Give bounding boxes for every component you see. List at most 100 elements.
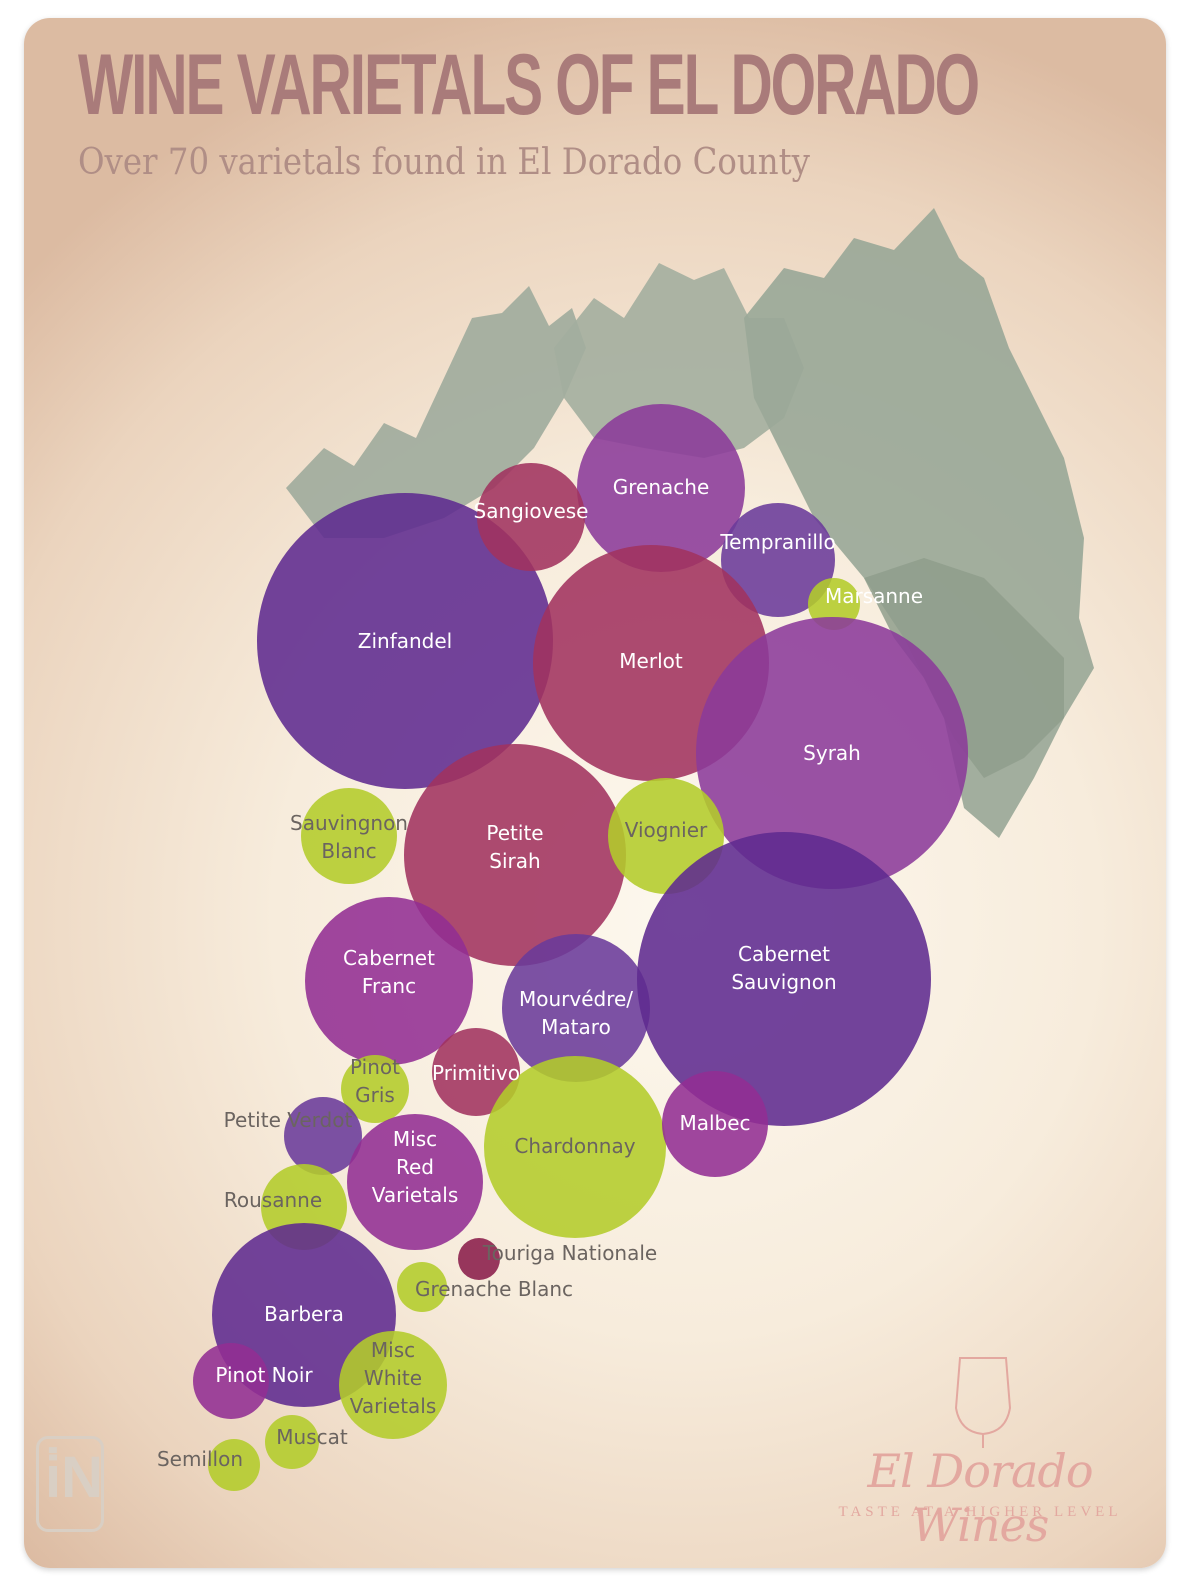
bubble-sauvingnon-blanc — [301, 788, 397, 884]
label-tempranillo: Tempranillo — [719, 530, 835, 554]
bubble-syrah — [696, 617, 968, 889]
bubble-chardonnay — [484, 1056, 666, 1238]
label-semillon: Semillon — [157, 1447, 243, 1471]
bubble-semillon — [208, 1439, 260, 1491]
wine-glass-icon — [954, 1357, 1012, 1448]
bubble-petite-sirah — [404, 744, 626, 966]
label-zinfandel: Zinfandel — [358, 629, 452, 653]
label-pinot-gris: Pinot Gris — [350, 1055, 400, 1107]
label-malbec: Malbec — [679, 1111, 750, 1135]
bubble-pinot-gris — [341, 1055, 409, 1123]
label-syrah: Syrah — [803, 741, 861, 765]
label-barbera: Barbera — [264, 1302, 344, 1326]
bubble-petite-verdot — [284, 1097, 362, 1175]
label-line: Gris — [355, 1083, 395, 1107]
label-line: Sangiovese — [474, 499, 589, 523]
label-touriga-nationale: Touriga Nationale — [482, 1241, 657, 1265]
label-line: Sauvingnon — [290, 811, 408, 835]
label-line: Misc — [393, 1127, 437, 1151]
label-muscat: Muscat — [276, 1425, 348, 1449]
bubble-primitivo — [432, 1028, 520, 1116]
label-viognier: Viognier — [625, 818, 708, 842]
brand-block: El Dorado Wines TASTE AT A HIGHER LEVEL — [810, 1348, 1150, 1552]
label-pinot-noir: Pinot Noir — [215, 1363, 313, 1387]
bubble-sangiovese — [477, 463, 585, 571]
label-merlot: Merlot — [619, 649, 683, 673]
label-line: Tempranillo — [719, 530, 835, 554]
label-line: Sirah — [489, 849, 540, 873]
labels-layer: Zinfandel Grenache Sangiovese Tempranillo Me… — [157, 475, 923, 1471]
label-line: Malbec — [679, 1111, 750, 1135]
label-misc-white-varietals: Misc White Varietals — [350, 1338, 437, 1418]
bubble-muscat — [265, 1415, 319, 1469]
grape-leaf-center — [554, 263, 804, 458]
label-line: Cabernet — [738, 942, 830, 966]
bubble-marsanne — [808, 578, 860, 630]
bubble-touriga-nationale — [458, 1238, 500, 1280]
label-line: Red — [396, 1155, 434, 1179]
label-misc-red-varietals: Misc Red Varietals — [372, 1127, 459, 1207]
label-mourvedre-mataro: Mourvédre/Mataro — [519, 987, 633, 1039]
label-cabernet-franc: Cabernet Franc — [343, 946, 435, 998]
label-line: Franc — [362, 974, 416, 998]
bubble-misc-red-varietals — [347, 1114, 483, 1250]
label-line: Syrah — [803, 741, 861, 765]
page-title: WINE VARIETALS OF EL DORADO — [78, 37, 980, 133]
label-line: Grenache — [613, 475, 710, 499]
label-primitivo: Primitivo — [432, 1061, 520, 1085]
label-line: Mataro — [541, 1015, 611, 1039]
bubble-grenache-blanc — [397, 1262, 447, 1312]
bubble-tempranillo — [721, 503, 835, 617]
label-line: Petite Verdot — [224, 1108, 353, 1132]
label-line: Cabernet — [343, 946, 435, 970]
label-line: Merlot — [619, 649, 683, 673]
label-line: Touriga Nationale — [482, 1241, 657, 1265]
bubble-cabernet-franc — [305, 897, 473, 1065]
label-sangiovese: Sangiovese — [474, 499, 589, 523]
grape-leaf-illustration — [286, 208, 1094, 838]
label-line: Rousanne — [224, 1188, 322, 1212]
label-line: Barbera — [264, 1302, 344, 1326]
label-petite-verdot: Petite Verdot — [224, 1108, 353, 1132]
brand-name: El Dorado Wines — [867, 1444, 1093, 1552]
bubble-misc-white-varietals — [339, 1331, 447, 1439]
label-grenache-blanc: Grenache Blanc — [415, 1277, 573, 1301]
label-sauvingnon-blanc: Sauvingnon Blanc — [290, 811, 408, 863]
bubble-cabernet-sauvignon — [637, 832, 931, 1126]
label-line: Zinfandel — [358, 629, 452, 653]
label-line: Varietals — [350, 1394, 437, 1418]
label-line: Semillon — [157, 1447, 243, 1471]
varietal-bubble-cluster: Zinfandel Grenache Sangiovese Tempranillo Me… — [157, 208, 1094, 1491]
label-line: Mourvédre/ — [519, 987, 633, 1011]
bubble-malbec — [662, 1071, 768, 1177]
label-chardonnay: Chardonnay — [514, 1134, 635, 1158]
label-line: Viognier — [625, 818, 708, 842]
bubble-pinot-noir — [193, 1343, 269, 1419]
bubbles-layer — [193, 404, 968, 1491]
label-rousanne: Rousanne — [224, 1188, 322, 1212]
label-line: Muscat — [276, 1425, 348, 1449]
brand-tagline: TASTE AT A HIGHER LEVEL — [838, 1504, 1122, 1520]
label-marsanne: Marsanne — [825, 584, 923, 608]
infographic-logo-icon: i̇N — [36, 1436, 104, 1532]
grape-leaf-left — [286, 286, 586, 538]
bubble-grenache — [577, 404, 745, 572]
label-line: Chardonnay — [514, 1134, 635, 1158]
page-subtitle: Over 70 varietals found in El Dorado Cou… — [78, 142, 810, 183]
label-line: White — [364, 1366, 422, 1390]
label-line: Sauvignon — [731, 970, 836, 994]
label-line: Pinot — [350, 1055, 400, 1079]
label-cabernet-sauvignon: Cabernet Sauvignon — [731, 942, 836, 994]
label-line: Petite — [486, 821, 543, 845]
label-line: Varietals — [372, 1183, 459, 1207]
label-line: Misc — [371, 1338, 415, 1362]
bubble-zinfandel — [257, 493, 553, 789]
label-line: Grenache Blanc — [415, 1277, 573, 1301]
grape-leaf-lower — [864, 558, 1064, 778]
label-line: Blanc — [321, 839, 376, 863]
label-grenache: Grenache — [613, 475, 710, 499]
bubble-mourvedre-mataro — [502, 934, 650, 1082]
label-line: Primitivo — [432, 1061, 520, 1085]
infographic-card: WINE VARIETALS OF EL DORADO Over 70 vari… — [24, 18, 1166, 1568]
label-line: Marsanne — [825, 584, 923, 608]
